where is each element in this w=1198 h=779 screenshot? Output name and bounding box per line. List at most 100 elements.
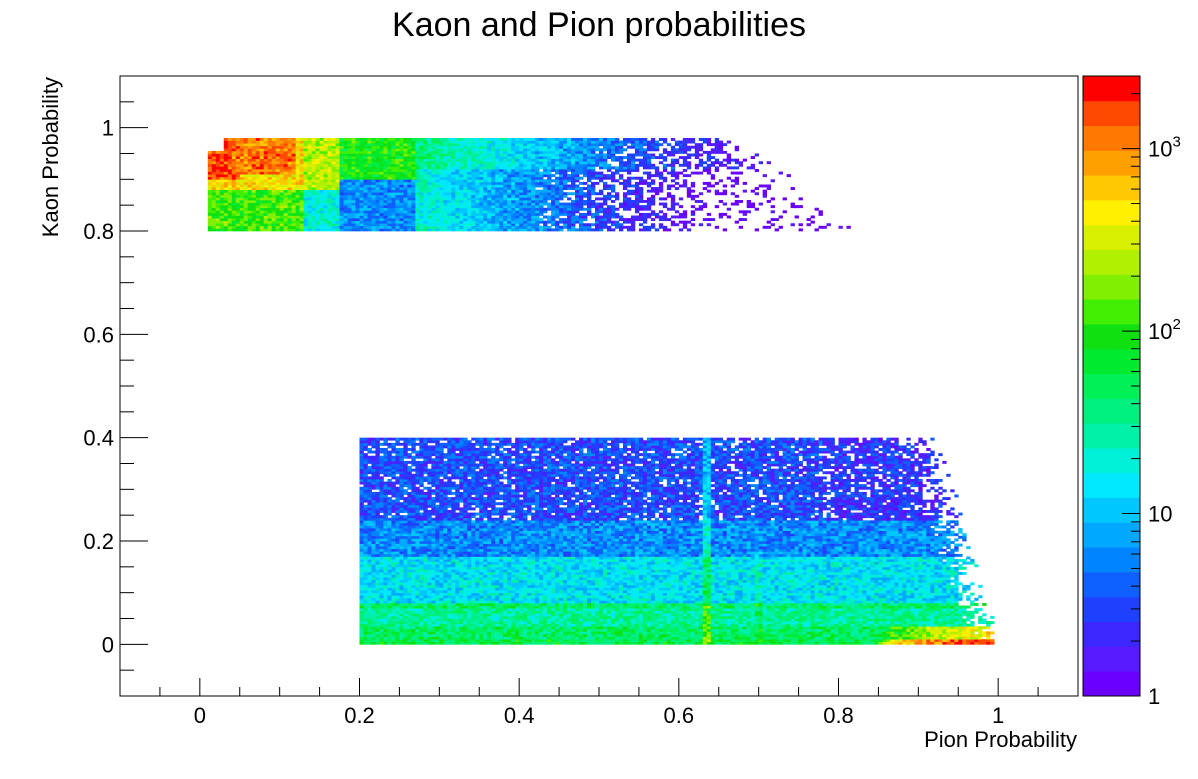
heatmap-cell — [347, 207, 352, 211]
heatmap-cell — [399, 181, 404, 185]
heatmap-cell — [415, 504, 420, 508]
heatmap-cell — [427, 161, 432, 165]
heatmap-cell — [263, 223, 269, 227]
heatmap-cell — [259, 153, 265, 157]
heatmap-cell — [475, 200, 480, 203]
heatmap-cell — [407, 561, 412, 565]
heatmap-cell — [415, 626, 420, 630]
heatmap-cell — [403, 634, 408, 637]
heatmap-cell — [211, 212, 217, 216]
heatmap-cell — [415, 476, 420, 480]
heatmap-cell — [479, 197, 484, 201]
heatmap-cell — [331, 218, 336, 222]
heatmap-cell — [467, 579, 472, 583]
heatmap-cell — [431, 473, 436, 477]
heatmap-cell — [291, 184, 296, 188]
heatmap-cell — [375, 463, 380, 467]
heatmap-cell — [483, 450, 488, 454]
heatmap-cell — [323, 189, 328, 193]
heatmap-cell — [431, 615, 436, 619]
heatmap-cell — [447, 484, 452, 488]
heatmap-cell — [447, 460, 452, 464]
heatmap-cell — [487, 595, 492, 599]
heatmap-cell — [295, 156, 300, 160]
heatmap-cell — [479, 169, 484, 172]
heatmap-cell — [395, 463, 400, 467]
heatmap-cell — [423, 143, 428, 147]
heatmap-cell — [371, 520, 376, 524]
heatmap-cell — [435, 450, 440, 454]
heatmap-cell — [411, 212, 416, 216]
heatmap-cell — [459, 218, 464, 222]
heatmap-cell — [231, 218, 237, 222]
heatmap-cell — [291, 150, 296, 154]
heatmap-cell — [239, 218, 245, 222]
heatmap-cell — [423, 163, 428, 167]
heatmap-cell — [295, 171, 300, 175]
heatmap-cell — [231, 220, 237, 224]
heatmap-cell — [391, 631, 396, 635]
heatmap-cell — [435, 481, 440, 485]
heatmap-cell — [435, 148, 440, 152]
heatmap-cell — [427, 458, 432, 462]
heatmap-cell — [299, 166, 304, 170]
heatmap-cell — [403, 220, 408, 224]
heatmap-cell — [247, 138, 253, 141]
heatmap-cell — [395, 605, 400, 609]
heatmap-cell — [471, 600, 476, 604]
heatmap-cell — [483, 623, 488, 627]
heatmap-cell — [351, 148, 356, 152]
heatmap-cell — [263, 153, 269, 157]
heatmap-cell — [451, 228, 456, 232]
heatmap-cell — [399, 176, 404, 180]
heatmap-cell — [399, 517, 404, 521]
heatmap-cell — [431, 163, 436, 167]
heatmap-cell — [427, 592, 432, 596]
heatmap-cell — [451, 561, 456, 565]
heatmap-cell — [275, 192, 281, 196]
heatmap-cell — [443, 559, 448, 563]
heatmap-cell — [315, 223, 320, 227]
heatmap-cell — [435, 597, 440, 601]
heatmap-cell — [247, 158, 253, 162]
heatmap-cell — [259, 171, 265, 175]
heatmap-cell — [371, 512, 376, 516]
heatmap-cell — [415, 499, 420, 503]
heatmap-cell — [447, 163, 452, 167]
heatmap-cell — [439, 202, 444, 206]
heatmap-cell — [391, 202, 396, 206]
heatmap-cell — [375, 468, 380, 472]
heatmap-cell — [211, 189, 217, 193]
heatmap-cell — [367, 535, 372, 539]
heatmap-cell — [303, 179, 308, 183]
heatmap-cell — [279, 207, 285, 211]
heatmap-cell — [443, 595, 448, 599]
heatmap-cell — [475, 194, 480, 198]
heatmap-cell — [387, 517, 392, 521]
heatmap-cell — [383, 484, 388, 488]
heatmap-cell — [395, 437, 400, 441]
heatmap-cell — [415, 522, 420, 526]
heatmap-cell — [479, 631, 484, 635]
heatmap-cell — [327, 169, 332, 172]
heatmap-cell — [359, 460, 364, 464]
heatmap-cell — [343, 187, 348, 191]
heatmap-cell — [299, 143, 304, 147]
heatmap-cell — [359, 150, 364, 154]
heatmap-cell — [463, 448, 468, 451]
heatmap-cell — [323, 181, 328, 185]
heatmap-cell — [395, 215, 400, 219]
heatmap-cell — [475, 143, 480, 147]
heatmap-cell — [431, 528, 436, 532]
heatmap-cell — [459, 636, 464, 640]
heatmap-cell — [479, 458, 484, 462]
heatmap-cell — [443, 156, 448, 160]
heatmap-cell — [471, 476, 476, 480]
heatmap-cell — [443, 140, 448, 144]
heatmap-cell — [411, 639, 416, 643]
heatmap-cell — [427, 174, 432, 178]
heatmap-cell — [287, 205, 292, 209]
heatmap-cell — [431, 158, 436, 162]
heatmap-cell — [407, 522, 412, 526]
heatmap-cell — [315, 187, 320, 191]
